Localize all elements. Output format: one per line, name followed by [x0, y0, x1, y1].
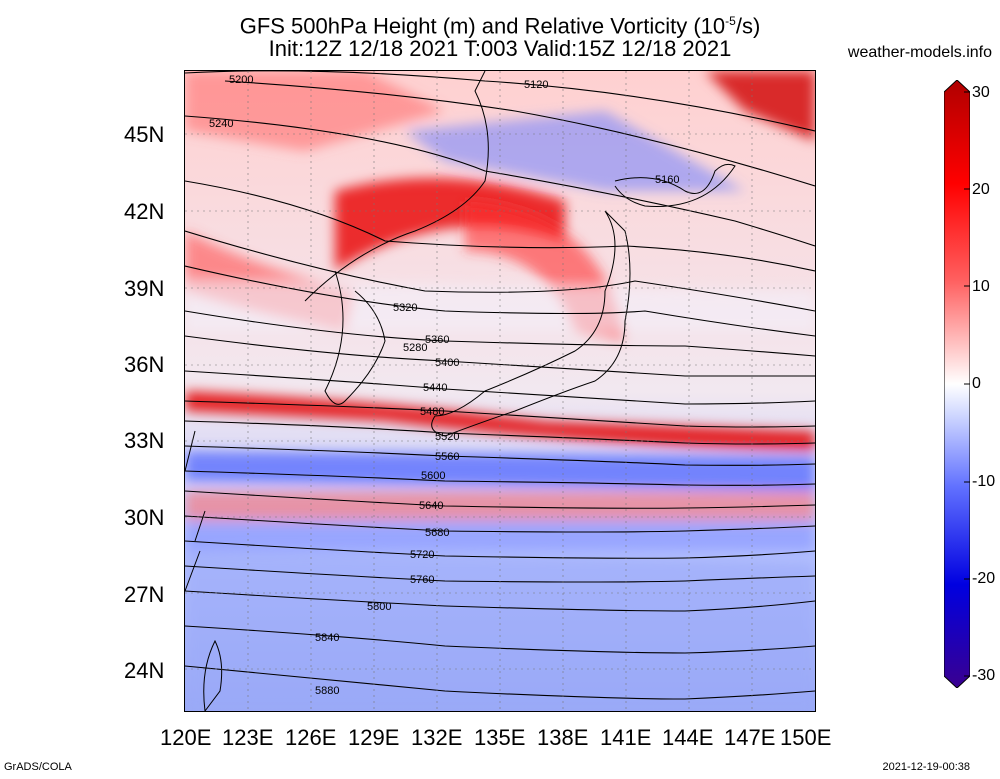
contour-label: 5760 [410, 574, 434, 586]
colorbar-label: -10 [972, 473, 996, 490]
footer-right: 2021-12-19-00:38 [882, 761, 970, 773]
contour-label: 5120 [524, 79, 548, 91]
title-exponent: -5 [725, 14, 736, 28]
contour-label: 5440 [423, 382, 447, 394]
contour-label: 5400 [435, 357, 459, 369]
contour-label: 5560 [435, 451, 459, 463]
colorbar-label: -30 [972, 667, 996, 684]
coastlines [185, 71, 736, 711]
lat-label: 24N [124, 658, 165, 683]
footer-left: GrADS/COLA [4, 761, 72, 773]
colorbar-label: 20 [972, 181, 990, 198]
lon-label: 120E [160, 725, 212, 750]
lon-label: 141E [600, 725, 652, 750]
grid-lines [185, 71, 815, 711]
contour-label: 5320 [393, 302, 417, 314]
contour-label: 5160 [655, 174, 679, 186]
lat-label: 45N [124, 122, 165, 147]
vorticity-map: 5120 5160 5200 5240 5280 5320 5360 5400 … [185, 71, 815, 711]
colorbar-label: -20 [972, 570, 996, 587]
contour-label: 5680 [425, 527, 449, 539]
contour-label: 5840 [315, 632, 339, 644]
contour-label: 5480 [420, 406, 444, 418]
lon-label: 138E [537, 725, 589, 750]
lat-label: 33N [124, 428, 165, 453]
colorbar [944, 80, 970, 688]
contour-label: 5280 [403, 342, 427, 354]
title-unit: /s) [735, 13, 761, 39]
contour-label: 5240 [209, 118, 233, 130]
lat-label: 42N [124, 199, 165, 224]
lon-label: 123E [222, 725, 274, 750]
contour-label: 5600 [421, 470, 445, 482]
contour-label: 5720 [410, 549, 434, 561]
lon-label: 132E [411, 725, 463, 750]
lon-label: 144E [662, 725, 714, 750]
contour-label: 5800 [367, 601, 391, 613]
lon-label: 129E [348, 725, 400, 750]
lon-label: 126E [285, 725, 337, 750]
contour-label: 5520 [435, 431, 459, 443]
colorbar-label: 30 [972, 84, 990, 101]
map-panel: 5120 5160 5200 5240 5280 5320 5360 5400 … [184, 70, 816, 712]
colorbar-bar [944, 80, 970, 688]
lon-label: 135E [474, 725, 526, 750]
chart-title-line1: GFS 500hPa Height (m) and Relative Vorti… [0, 8, 1000, 39]
contour-label: 5360 [425, 334, 449, 346]
title-main: GFS 500hPa Height (m) and Relative Vorti… [239, 13, 726, 39]
lat-label: 39N [124, 276, 165, 301]
height-contours [185, 71, 815, 700]
colorbar-label: 10 [972, 278, 990, 295]
lon-label: 150E [780, 725, 832, 750]
lon-label: 147E [724, 725, 776, 750]
contour-label: 5640 [419, 500, 443, 512]
colorbar-label: 0 [972, 375, 981, 392]
website-label: weather-models.info [847, 44, 992, 61]
contour-label: 5200 [229, 74, 253, 86]
lat-label: 36N [124, 352, 165, 377]
lat-label: 27N [124, 582, 165, 607]
chart-title-line2: Init:12Z 12/18 2021 T:003 Valid:15Z 12/1… [268, 36, 732, 61]
contour-label: 5880 [315, 685, 339, 697]
contour-labels: 5120 5160 5200 5240 5280 5320 5360 5400 … [209, 74, 679, 697]
lat-label: 30N [124, 505, 165, 530]
